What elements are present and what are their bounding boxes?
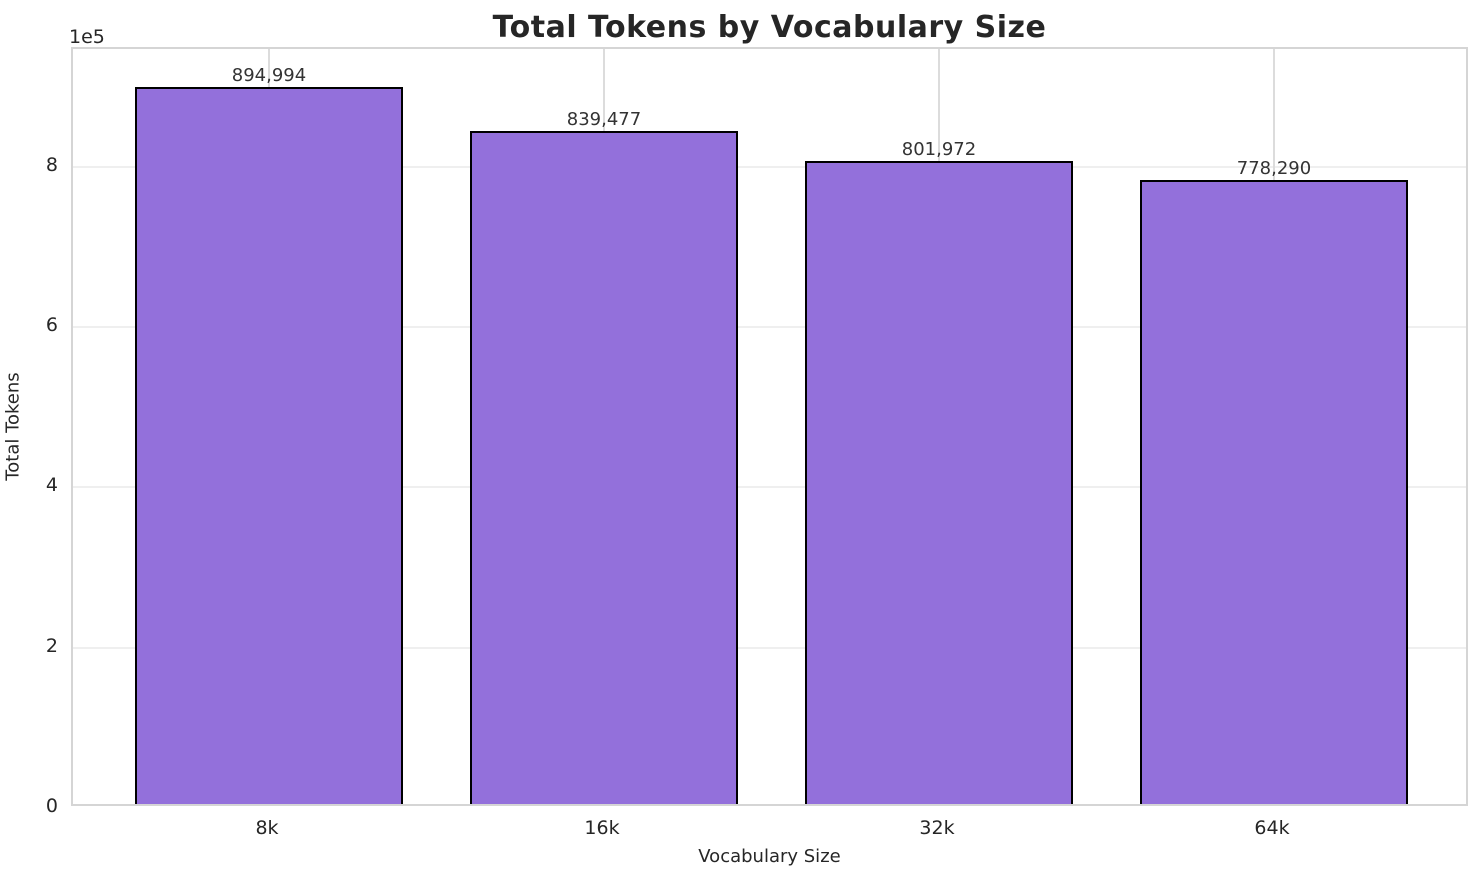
x-tick-label: 64k: [1254, 817, 1290, 839]
y-gridline: [73, 646, 1466, 649]
bar-value-label: 839,477: [566, 109, 642, 131]
y-tick-label: 8: [45, 153, 58, 176]
x-tick-label: 32k: [919, 817, 955, 839]
y-axis-offset-label: 1e5: [69, 26, 105, 48]
y-tick-label: 0: [45, 795, 58, 817]
chart-title: Total Tokens by Vocabulary Size: [492, 10, 1047, 45]
y-gridline: [73, 486, 1466, 489]
bar-16k: [470, 131, 738, 804]
x-axis-label: Vocabulary Size: [698, 846, 841, 867]
y-gridline: [73, 326, 1466, 329]
y-tick-label: 4: [45, 474, 58, 497]
y-gridline: [73, 165, 1466, 168]
plot-area: 894,994 839,477 801,972 778,290: [71, 47, 1468, 806]
bar-8k: [135, 87, 403, 804]
bar-32k: [805, 161, 1073, 804]
y-tick-label: 2: [45, 634, 58, 657]
bar-value-label: 778,290: [1236, 158, 1312, 180]
x-tick-label: 16k: [584, 817, 620, 839]
bar-value-label: 801,972: [901, 139, 977, 161]
bar-64k: [1140, 180, 1408, 804]
y-tick-label: 6: [45, 314, 58, 337]
bar-value-label: 894,994: [231, 64, 307, 86]
x-tick-label: 8k: [255, 817, 279, 839]
